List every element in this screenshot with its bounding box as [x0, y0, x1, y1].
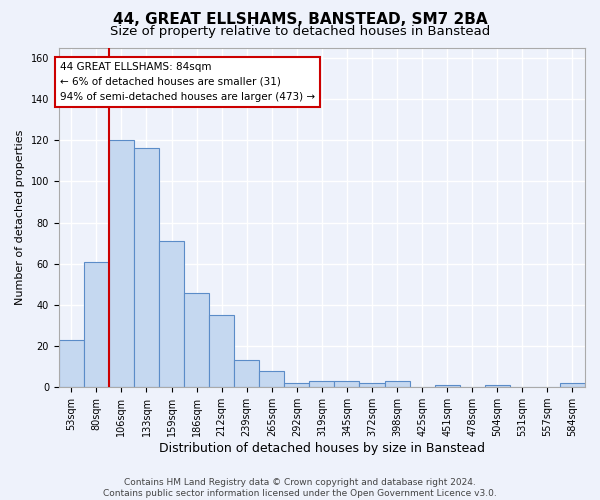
Bar	[84, 262, 109, 387]
Text: Size of property relative to detached houses in Banstead: Size of property relative to detached ho…	[110, 25, 490, 38]
Bar	[434, 385, 460, 387]
Bar	[385, 381, 410, 387]
X-axis label: Distribution of detached houses by size in Banstead: Distribution of detached houses by size …	[159, 442, 485, 455]
Bar	[359, 383, 385, 387]
Text: 44, GREAT ELLSHAMS, BANSTEAD, SM7 2BA: 44, GREAT ELLSHAMS, BANSTEAD, SM7 2BA	[113, 12, 487, 28]
Bar	[259, 371, 284, 387]
Bar	[560, 383, 585, 387]
Bar	[234, 360, 259, 387]
Bar	[59, 340, 84, 387]
Bar	[310, 381, 334, 387]
Bar	[109, 140, 134, 387]
Bar	[159, 241, 184, 387]
Bar	[485, 385, 510, 387]
Bar	[334, 381, 359, 387]
Bar	[184, 292, 209, 387]
Bar	[284, 383, 310, 387]
Bar	[209, 315, 234, 387]
Text: 44 GREAT ELLSHAMS: 84sqm
← 6% of detached houses are smaller (31)
94% of semi-de: 44 GREAT ELLSHAMS: 84sqm ← 6% of detache…	[60, 62, 315, 102]
Y-axis label: Number of detached properties: Number of detached properties	[15, 130, 25, 305]
Bar	[134, 148, 159, 387]
Text: Contains HM Land Registry data © Crown copyright and database right 2024.
Contai: Contains HM Land Registry data © Crown c…	[103, 478, 497, 498]
